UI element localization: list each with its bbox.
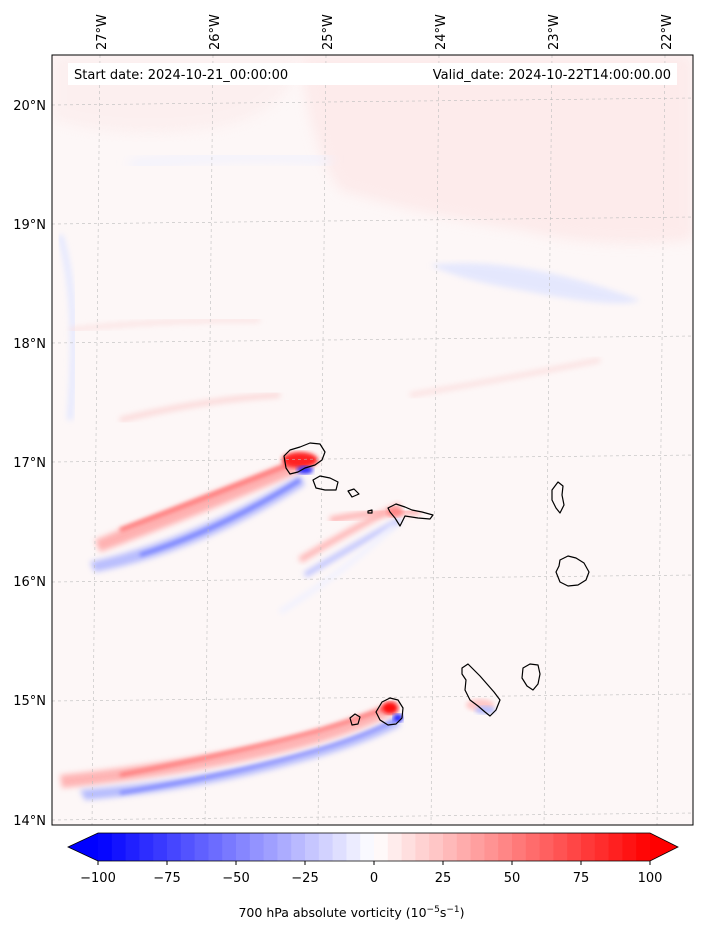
colorbar-segment bbox=[525, 833, 541, 861]
lat-label: 14°N bbox=[13, 814, 46, 829]
colorbar-segment bbox=[539, 833, 554, 861]
colorbar-segment bbox=[277, 833, 292, 861]
colorbar-label: 700 hPa absolute vorticity (10−5s−1) bbox=[0, 905, 703, 920]
island-fogo bbox=[375, 697, 404, 726]
island-santa-luzia bbox=[347, 488, 360, 498]
island-sao-nicolau bbox=[387, 503, 434, 527]
colorbar-segment bbox=[429, 833, 444, 861]
colorbar-segment bbox=[208, 833, 223, 861]
colorbar-segment bbox=[360, 833, 375, 861]
lat-label: 20°N bbox=[13, 99, 46, 114]
island-santiago bbox=[461, 663, 501, 717]
colorbar-label-text: 700 hPa absolute vorticity (10 bbox=[238, 905, 427, 921]
colorbar-segment bbox=[153, 833, 168, 861]
colorbar-tick-label: −25 bbox=[291, 871, 318, 886]
colorbar bbox=[67, 832, 679, 865]
island-sao-vicente bbox=[312, 475, 339, 491]
info-box bbox=[68, 63, 677, 85]
colorbar-segment bbox=[401, 833, 416, 861]
map-frame bbox=[51, 54, 694, 826]
colorbar-segment bbox=[443, 833, 458, 861]
colorbar-segment bbox=[305, 833, 320, 861]
valid-date-label: Valid_date: 2024-10-22T14:00:00.00 bbox=[433, 68, 671, 83]
colorbar-segment bbox=[139, 833, 154, 861]
lat-label: 17°N bbox=[13, 456, 46, 471]
colorbar-segment bbox=[456, 833, 472, 861]
colorbar-extend-high bbox=[650, 833, 678, 861]
colorbar-ticks: −100 −75 −50 −25 0 25 50 75 100 bbox=[80, 871, 662, 886]
colorbar-segment bbox=[222, 833, 237, 861]
colorbar-tick-label: −50 bbox=[222, 871, 249, 886]
island-sal bbox=[551, 481, 565, 514]
graticule bbox=[52, 55, 693, 825]
lat-label: 15°N bbox=[13, 694, 46, 709]
colorbar-segment bbox=[581, 833, 596, 861]
colorbar-segment bbox=[387, 833, 403, 861]
colorbar-segment bbox=[318, 833, 334, 861]
colorbar-tick-label: 50 bbox=[504, 871, 521, 886]
colorbar-label-mid: s bbox=[439, 905, 447, 921]
lon-label: 22°W bbox=[660, 14, 675, 50]
lat-label: 18°N bbox=[13, 337, 46, 352]
colorbar-label-end: ) bbox=[459, 905, 465, 921]
island-brava bbox=[349, 713, 361, 726]
colorbar-segment bbox=[636, 833, 651, 861]
coastlines bbox=[283, 442, 590, 726]
latitude-labels: 20°N 19°N 18°N 17°N 16°N 15°N 14°N bbox=[13, 99, 46, 829]
colorbar-segment bbox=[553, 833, 568, 861]
colorbar-segment bbox=[594, 833, 610, 861]
colorbar-tick-label: −75 bbox=[153, 871, 180, 886]
colorbar-tick-label: 25 bbox=[435, 871, 452, 886]
colorbar-segment bbox=[180, 833, 196, 861]
island-boa-vista bbox=[555, 555, 590, 587]
colorbar-segment bbox=[346, 833, 361, 861]
colorbar-tick-label: 100 bbox=[638, 871, 663, 886]
longitude-labels: 27°W 26°W 25°W 24°W 23°W 22°W bbox=[95, 14, 675, 50]
lon-label: 27°W bbox=[95, 14, 110, 50]
colorbar-segment bbox=[194, 833, 209, 861]
colorbar-segment bbox=[167, 833, 182, 861]
island-maio bbox=[521, 663, 541, 691]
island-raso bbox=[367, 509, 373, 514]
colorbar-segment bbox=[484, 833, 499, 861]
lat-label: 16°N bbox=[13, 575, 46, 590]
colorbar-segment bbox=[249, 833, 265, 861]
lon-label: 25°W bbox=[321, 14, 336, 50]
colorbar-label-exp2: −1 bbox=[446, 905, 460, 915]
colorbar-segment bbox=[415, 833, 430, 861]
island-santo-antao bbox=[283, 442, 326, 475]
colorbar-label-exp1: −5 bbox=[426, 905, 440, 915]
colorbar-segment bbox=[98, 833, 113, 861]
colorbar-segment bbox=[470, 833, 485, 861]
colorbar-segment bbox=[512, 833, 527, 861]
colorbar-segment bbox=[498, 833, 513, 861]
colorbar-segment bbox=[263, 833, 278, 861]
colorbar-segment bbox=[567, 833, 582, 861]
colorbar-tick-label: −100 bbox=[80, 871, 116, 886]
colorbar-segment bbox=[332, 833, 347, 861]
start-date-label: Start date: 2024-10-21_00:00:00 bbox=[74, 68, 288, 83]
colorbar-segment bbox=[622, 833, 637, 861]
colorbar-segment bbox=[125, 833, 140, 861]
colorbar-tick-label: 75 bbox=[573, 871, 590, 886]
lon-label: 24°W bbox=[434, 14, 449, 50]
lat-label: 19°N bbox=[13, 218, 46, 233]
lon-label: 23°W bbox=[547, 14, 562, 50]
colorbar-segment bbox=[608, 833, 623, 861]
colorbar-tick-label: 0 bbox=[370, 871, 378, 886]
colorbar-extend-low bbox=[68, 833, 98, 861]
colorbar-segment bbox=[236, 833, 251, 861]
colorbar-segment bbox=[291, 833, 306, 861]
lon-label: 26°W bbox=[208, 14, 223, 50]
colorbar-segment bbox=[111, 833, 127, 861]
colorbar-segment bbox=[374, 833, 389, 861]
